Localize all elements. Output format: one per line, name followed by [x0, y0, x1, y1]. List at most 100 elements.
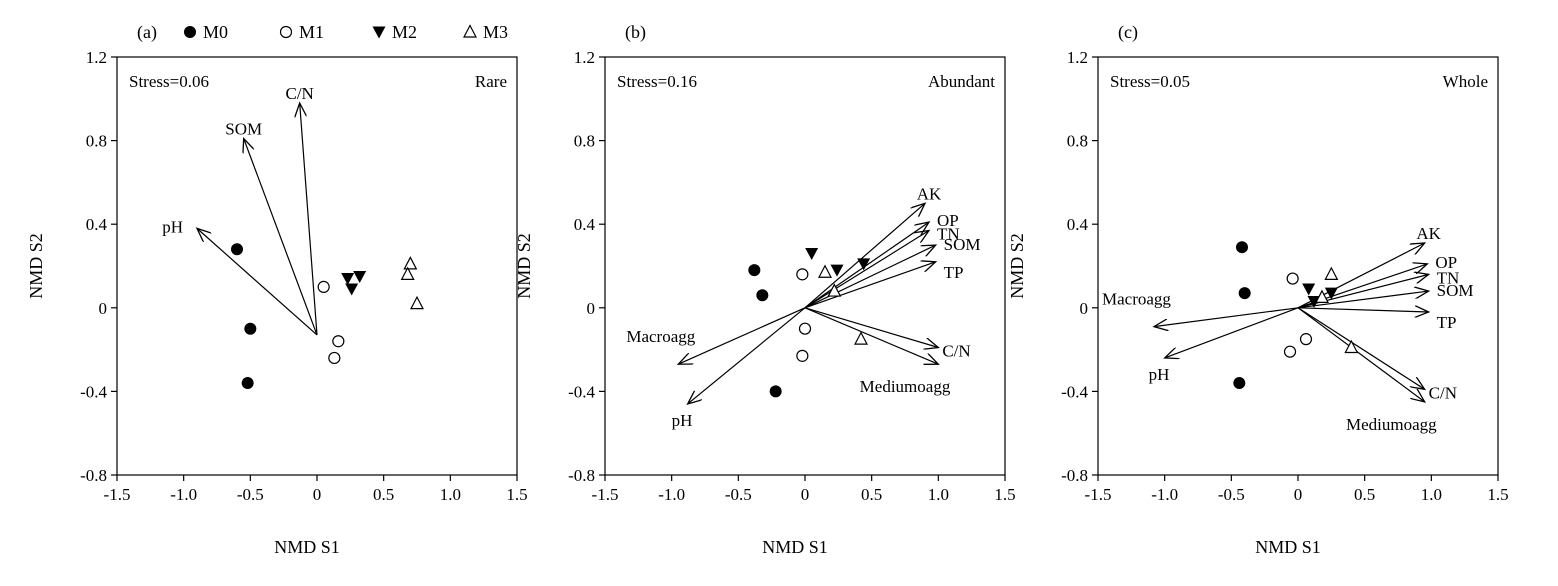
- x-tick-label: -1.5: [1085, 485, 1112, 504]
- x-tick-label: 1.0: [1421, 485, 1442, 504]
- point-m2: [341, 273, 355, 286]
- point-m0: [231, 243, 243, 256]
- y-tick-label: 1.2: [86, 48, 107, 67]
- x-tick-label: 0: [313, 485, 322, 504]
- y-axis-title: NMD S2: [26, 233, 46, 299]
- y-tick-label: -0.8: [80, 466, 107, 485]
- y-tick-label: 0.8: [1067, 132, 1088, 151]
- point-m3: [403, 256, 418, 270]
- point-m1: [1286, 272, 1299, 285]
- y-axis-title: NMD S2: [1007, 233, 1027, 299]
- y-tick-label: 0.4: [86, 215, 108, 234]
- vector-macroagg-arrow: [1154, 307, 1299, 327]
- x-tick-label: -1.0: [658, 485, 685, 504]
- x-tick-label: -1.5: [592, 485, 619, 504]
- vector-ph-arrow: [688, 307, 806, 404]
- y-tick-label: 0.4: [574, 215, 596, 234]
- y-tick-label: 0.8: [86, 132, 107, 151]
- vector-c-n-arrow: [1297, 307, 1425, 390]
- vector-c-n-label: C/N: [942, 342, 970, 361]
- y-tick-label: -0.8: [568, 466, 595, 485]
- vector-op-arrow: [804, 222, 929, 309]
- x-tick-label: -0.5: [1218, 485, 1245, 504]
- point-m0: [1238, 287, 1251, 300]
- y-tick-label: -0.8: [1061, 466, 1088, 485]
- vector-ph-label: pH: [672, 411, 693, 430]
- point-m3: [827, 283, 842, 297]
- vector-som-label: SOM: [225, 120, 262, 139]
- y-tick-label: -0.4: [568, 382, 595, 401]
- vector-ak-label: AK: [917, 184, 942, 203]
- x-axis-title: NMD S1: [762, 537, 828, 557]
- point-m0: [1236, 241, 1248, 254]
- point-m0: [244, 322, 257, 335]
- vector-macroagg-label: Macroagg: [626, 327, 695, 346]
- vector-tp-arrow: [1297, 308, 1429, 312]
- y-tick-label: 0: [1080, 299, 1089, 318]
- vector-ph-label: pH: [162, 217, 183, 236]
- point-m1: [332, 335, 345, 348]
- point-m3: [1324, 266, 1339, 280]
- point-m0: [241, 377, 254, 390]
- point-m2: [805, 247, 819, 260]
- vector-tp-label: TP: [1437, 313, 1457, 332]
- vector-c-n-arrow: [300, 103, 318, 336]
- vector-som-arrow: [804, 245, 936, 309]
- vector-tn-arrow: [804, 230, 929, 309]
- vector-som-arrow: [1297, 291, 1429, 309]
- point-m3: [400, 266, 415, 280]
- legend-label-m2: M2: [392, 22, 417, 42]
- point-m2: [830, 264, 844, 277]
- vector-som-label: SOM: [944, 235, 981, 254]
- group-label: Whole: [1443, 72, 1488, 91]
- vector-ak-label: AK: [1416, 224, 1441, 243]
- x-tick-label: -0.5: [237, 485, 264, 504]
- point-m3: [1315, 289, 1329, 303]
- group-label: Abundant: [928, 72, 995, 91]
- group-label: Rare: [475, 72, 507, 91]
- x-tick-label: 1.0: [928, 485, 949, 504]
- panel-label: (c): [1118, 22, 1138, 43]
- panel-label: (b): [625, 22, 646, 43]
- y-tick-label: 1.2: [574, 48, 595, 67]
- vector-tn-label: TN: [1437, 268, 1460, 287]
- vector-c-n-label: C/N: [1429, 383, 1457, 402]
- point-m2: [345, 283, 359, 296]
- vector-op-label: OP: [1435, 253, 1457, 272]
- panel-a: (a) Stress=0.06 Rare NMD S1 NMD S2 -1.5-…: [26, 22, 528, 557]
- point-m1: [1299, 333, 1313, 346]
- legend-marker-m0: [184, 26, 196, 38]
- vector-ph-label: pH: [1149, 365, 1170, 384]
- point-m1: [1283, 345, 1297, 358]
- point-m3: [410, 295, 424, 310]
- x-tick-label: -1.5: [104, 485, 131, 504]
- x-tick-label: 0.5: [373, 485, 394, 504]
- vector-op-label: OP: [937, 211, 959, 230]
- x-tick-label: 0: [1294, 485, 1303, 504]
- x-tick-label: -1.0: [170, 485, 197, 504]
- point-m1: [796, 349, 809, 362]
- vector-c-n-label: C/N: [285, 84, 313, 103]
- y-tick-label: 0.4: [1067, 215, 1089, 234]
- vector-ph-arrow: [197, 228, 318, 336]
- point-m2: [857, 258, 871, 271]
- vector-tn-label: TN: [937, 224, 960, 243]
- vector-macroagg-label: Macroagg: [1102, 290, 1171, 309]
- point-m1: [328, 351, 341, 365]
- point-m2: [1324, 287, 1338, 300]
- x-tick-label: 1.0: [440, 485, 461, 504]
- legend-marker-m1: [279, 25, 293, 39]
- vector-mediumoagg-label: Mediumoagg: [1346, 415, 1437, 434]
- y-tick-label: 1.2: [1067, 48, 1088, 67]
- x-tick-label: -0.5: [725, 485, 752, 504]
- panel-c: (c) Stress=0.05 Whole NMD S1 NMD S2 -1.5…: [1007, 22, 1509, 557]
- point-m0: [756, 289, 769, 302]
- vector-macroagg-arrow: [678, 307, 806, 364]
- point-m3: [854, 331, 868, 345]
- legend-label-m1: M1: [299, 22, 324, 42]
- vector-som-label: SOM: [1437, 281, 1474, 300]
- point-m2: [353, 270, 367, 283]
- x-tick-label: -1.0: [1151, 485, 1178, 504]
- vector-mediumoagg-arrow: [804, 307, 938, 364]
